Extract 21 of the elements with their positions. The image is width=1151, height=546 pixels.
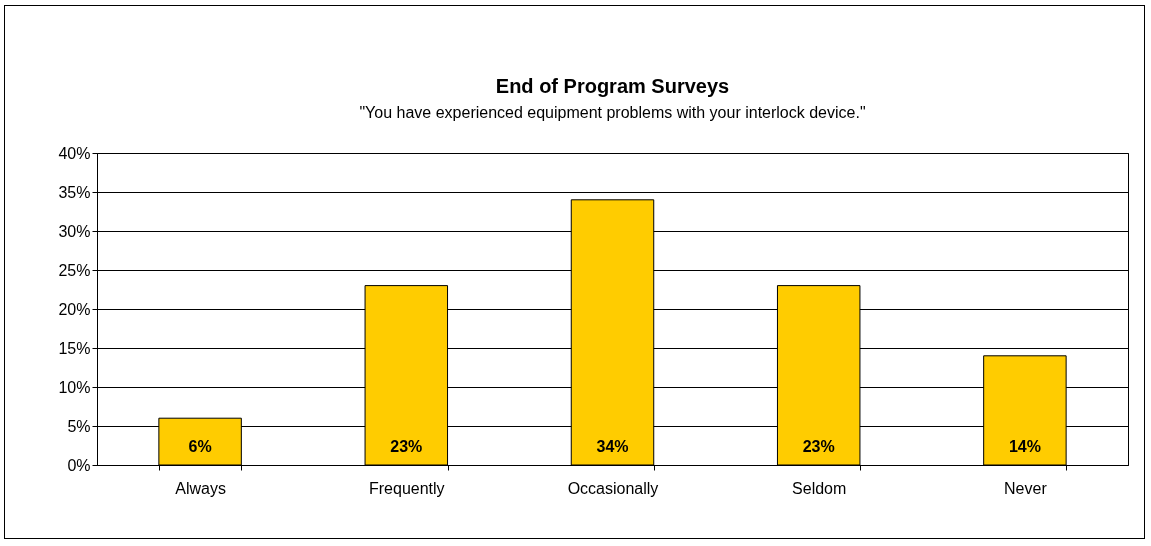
data-label: 6% xyxy=(188,438,212,455)
data-label: 14% xyxy=(1008,438,1041,455)
y-tick-label: 20% xyxy=(58,300,91,318)
chart-subtitle: "You have experienced equipment problems with your interlock device." xyxy=(359,104,866,121)
x-tick-label: Occasionally xyxy=(567,479,659,497)
data-label: 34% xyxy=(596,438,629,455)
y-tick-label: 35% xyxy=(58,183,91,201)
y-tick-label: 40% xyxy=(58,144,91,162)
x-tick-label: Never xyxy=(1004,479,1048,497)
data-label: 23% xyxy=(802,438,835,455)
x-tick-label: Seldom xyxy=(792,479,847,497)
y-tick-label: 10% xyxy=(58,378,91,396)
x-tick-label: Frequently xyxy=(369,479,445,497)
y-tick-label: 25% xyxy=(58,261,91,279)
x-tick-label: Always xyxy=(175,479,226,497)
y-tick-label: 30% xyxy=(58,222,91,240)
data-label: 23% xyxy=(390,438,423,455)
y-tick-label: 5% xyxy=(67,417,91,435)
y-tick-label: 0% xyxy=(67,456,91,474)
chart-title: End of Program Surveys xyxy=(495,75,730,97)
y-tick-label: 15% xyxy=(58,339,91,357)
